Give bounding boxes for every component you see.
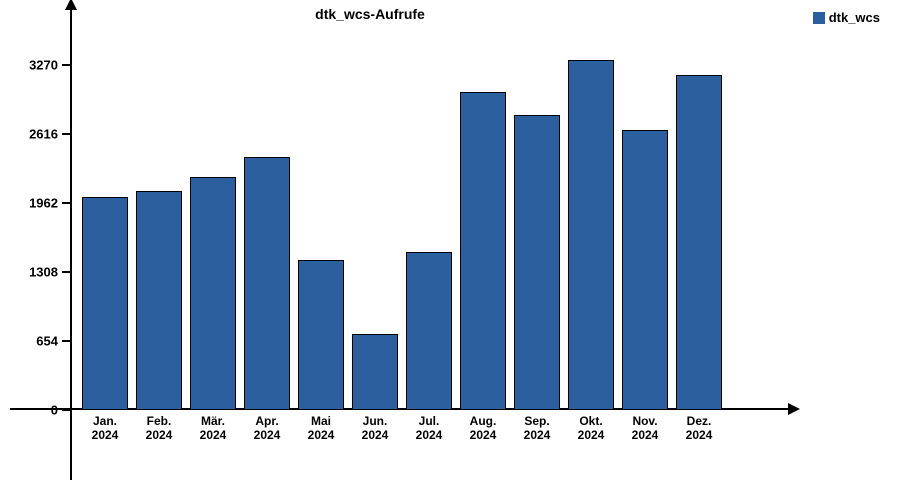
- y-tick: [62, 271, 70, 273]
- x-tick-label: Jun.2024: [352, 414, 398, 443]
- legend-swatch: [813, 12, 825, 24]
- y-tick-label: 654: [36, 334, 58, 349]
- bar: [676, 75, 722, 410]
- y-tick-label: 1962: [29, 196, 58, 211]
- y-tick: [62, 133, 70, 135]
- x-tick-label: Dez.2024: [676, 414, 722, 443]
- x-tick-label: Okt.2024: [568, 414, 614, 443]
- bar: [514, 115, 560, 410]
- x-tick-label: Apr.2024: [244, 414, 290, 443]
- bar: [136, 191, 182, 410]
- y-axis-arrow-icon: [65, 0, 77, 10]
- chart-root: dtk_wcs-Aufrufe dtk_wcs Jan.2024Feb.2024…: [0, 0, 900, 500]
- bar: [406, 252, 452, 410]
- x-tick-label: Mai2024: [298, 414, 344, 443]
- y-tick-label: 2616: [29, 127, 58, 142]
- y-tick-label: 0: [51, 403, 58, 418]
- legend-label: dtk_wcs: [829, 10, 880, 25]
- bar: [82, 197, 128, 410]
- y-tick: [62, 202, 70, 204]
- bar: [622, 130, 668, 410]
- bar: [352, 334, 398, 410]
- x-tick-label: Nov.2024: [622, 414, 668, 443]
- bar: [568, 60, 614, 410]
- y-tick-label: 1308: [29, 265, 58, 280]
- x-tick-label: Mär.2024: [190, 414, 236, 443]
- bar: [190, 177, 236, 410]
- x-axis-arrow-icon: [788, 403, 800, 415]
- x-tick-label: Jul.2024: [406, 414, 452, 443]
- bar: [460, 92, 506, 410]
- x-tick-label: Jan.2024: [82, 414, 128, 443]
- x-tick-label: Feb.2024: [136, 414, 182, 443]
- bar: [298, 260, 344, 410]
- plot-area: Jan.2024Feb.2024Mär.2024Apr.2024Mai2024J…: [70, 20, 760, 410]
- bars-container: Jan.2024Feb.2024Mär.2024Apr.2024Mai2024J…: [70, 20, 760, 410]
- bar: [244, 157, 290, 410]
- x-tick-label: Sep.2024: [514, 414, 560, 443]
- x-tick-label: Aug.2024: [460, 414, 506, 443]
- legend: dtk_wcs: [813, 10, 880, 25]
- y-tick: [62, 409, 70, 411]
- y-tick: [62, 64, 70, 66]
- y-tick: [62, 340, 70, 342]
- y-tick-label: 3270: [29, 58, 58, 73]
